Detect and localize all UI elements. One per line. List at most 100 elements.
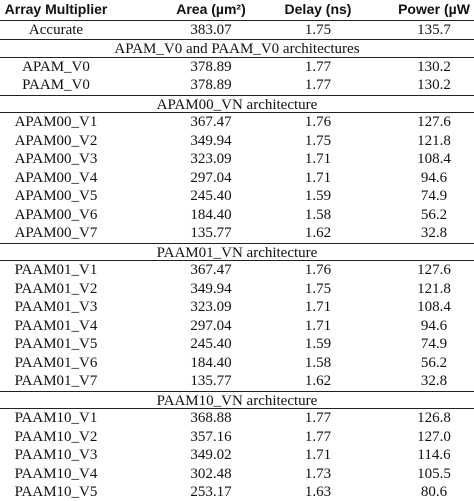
- data-row: PAAM01_V7 135.77 1.62 32.8: [0, 372, 474, 391]
- cell: 349.02: [190, 447, 232, 463]
- cell: PAAM10_V1: [14, 410, 98, 426]
- cell: PAAM01_V3: [14, 299, 98, 315]
- cell: 130.2: [417, 77, 451, 93]
- cell: 297.04: [190, 169, 232, 186]
- cell: 1.58: [304, 354, 332, 371]
- cell: Array Multiplier: [4, 1, 108, 17]
- section-label: APAM_V0 and PAAM_V0 architectures: [114, 41, 360, 57]
- cell: PAAM01_V4: [14, 317, 98, 334]
- cell: 1.77: [304, 58, 332, 75]
- cell: 114.6: [417, 447, 451, 463]
- section-label: PAAM10_VN architecture: [156, 392, 318, 409]
- cell: PAAM10_V4: [14, 465, 98, 482]
- data-row: APAM00_V2 349.94 1.75 121.8: [0, 132, 474, 151]
- cell: 1.71: [304, 299, 332, 315]
- cell: PAAM_V0: [22, 77, 90, 93]
- cell: 1.75: [304, 21, 332, 38]
- cell: 297.04: [190, 317, 232, 334]
- cell: 184.40: [190, 206, 232, 223]
- data-row: APAM00_V4 297.04 1.71 94.6: [0, 169, 474, 188]
- cell: 1.62: [304, 373, 332, 389]
- cell: 367.47: [190, 262, 232, 278]
- data-row: PAAM10_V2 357.16 1.77 127.0: [0, 428, 474, 447]
- cell: 1.75: [304, 132, 332, 149]
- cell: PAAM10_V2: [14, 428, 98, 445]
- cell: 1.71: [304, 317, 332, 334]
- cell: PAAM01_V2: [14, 280, 98, 297]
- cell: 32.8: [420, 373, 448, 389]
- cell: 74.9: [420, 336, 448, 352]
- data-row: PAAM01_V4 297.04 1.71 94.6: [0, 317, 474, 336]
- cell: 1.63: [304, 484, 332, 500]
- cell: 1.71: [304, 151, 332, 167]
- cell: 383.07: [190, 21, 232, 38]
- cell: 1.76: [304, 114, 332, 130]
- data-row: PAAM_V0 378.89 1.77 130.2: [0, 76, 474, 95]
- cell: PAAM01_V5: [14, 336, 98, 352]
- cell: 130.2: [417, 58, 451, 75]
- data-row: APAM00_V1 367.47 1.76 127.6: [0, 113, 474, 132]
- header-row: Array Multiplier Area (µm²) Delay (ns) Powe…: [0, 0, 474, 19]
- data-row: APAM_V0 378.89 1.77 130.2: [0, 58, 474, 77]
- cell: 367.47: [190, 114, 232, 130]
- cell: 108.4: [417, 151, 451, 167]
- cell: 56.2: [420, 354, 448, 371]
- section-row: APAM00_VN architecture: [0, 94, 474, 113]
- cell: 127.0: [417, 428, 451, 445]
- cell: 368.88: [190, 410, 232, 426]
- cell: 349.94: [190, 280, 232, 297]
- cell: 108.4: [417, 299, 451, 315]
- cell: 253.17: [190, 484, 232, 500]
- cell: APAM00_V5: [14, 188, 98, 204]
- cell: 1.77: [304, 410, 332, 426]
- cell: 1.59: [304, 336, 332, 352]
- cell: 323.09: [190, 151, 232, 167]
- section-label: PAAM01_VN architecture: [156, 244, 318, 261]
- data-row: PAAM10_V1 368.88 1.77 126.8: [0, 409, 474, 428]
- section-row: PAAM01_VN architecture: [0, 242, 474, 261]
- data-row: PAAM10_V5 253.17 1.63 80.6: [0, 483, 474, 501]
- cell: Power (µW: [398, 1, 470, 17]
- cell: 105.5: [417, 465, 451, 482]
- cell: 1.73: [304, 465, 332, 482]
- cell: Area (µm²): [176, 1, 246, 17]
- cell: PAAM10_V3: [14, 447, 98, 463]
- cell: 135.77: [190, 373, 232, 389]
- data-row: PAAM01_V6 184.40 1.58 56.2: [0, 354, 474, 373]
- cell: 121.8: [417, 280, 451, 297]
- cell: 323.09: [190, 299, 232, 315]
- cell: 74.9: [420, 188, 448, 204]
- cell: 1.77: [304, 428, 332, 445]
- cell: 80.6: [420, 484, 448, 500]
- cell: 32.8: [420, 225, 448, 241]
- cell: 135.77: [190, 225, 232, 241]
- section-row: APAM_V0 and PAAM_V0 architectures: [0, 39, 474, 58]
- cell: 349.94: [190, 132, 232, 149]
- cell: APAM00_V3: [14, 151, 98, 167]
- data-row: PAAM10_V4 302.48 1.73 105.5: [0, 465, 474, 484]
- header-rule: [0, 19, 474, 21]
- cell: 245.40: [190, 188, 232, 204]
- data-row: APAM00_V3 323.09 1.71 108.4: [0, 150, 474, 169]
- cell: 1.62: [304, 225, 332, 241]
- cell: Accurate: [28, 21, 84, 38]
- cell: 94.6: [420, 317, 448, 334]
- cell: APAM00_V1: [14, 114, 98, 130]
- data-row: APAM00_V5 245.40 1.59 74.9: [0, 187, 474, 206]
- cell: 1.59: [304, 188, 332, 204]
- cell: PAAM01_V1: [14, 262, 98, 278]
- cell: PAAM01_V6: [14, 354, 98, 371]
- cell: 121.8: [417, 132, 451, 149]
- cell: 127.6: [417, 114, 451, 130]
- cell: 135.7: [417, 21, 451, 38]
- cell: 1.71: [304, 447, 332, 463]
- cell: 1.71: [304, 169, 332, 186]
- cell: APAM00_V6: [14, 206, 98, 223]
- cell: 94.6: [420, 169, 448, 186]
- cell: APAM_V0: [22, 58, 90, 75]
- cell: 56.2: [420, 206, 448, 223]
- section-label: APAM00_VN architecture: [156, 96, 318, 113]
- cell: 357.16: [190, 428, 232, 445]
- cell: 245.40: [190, 336, 232, 352]
